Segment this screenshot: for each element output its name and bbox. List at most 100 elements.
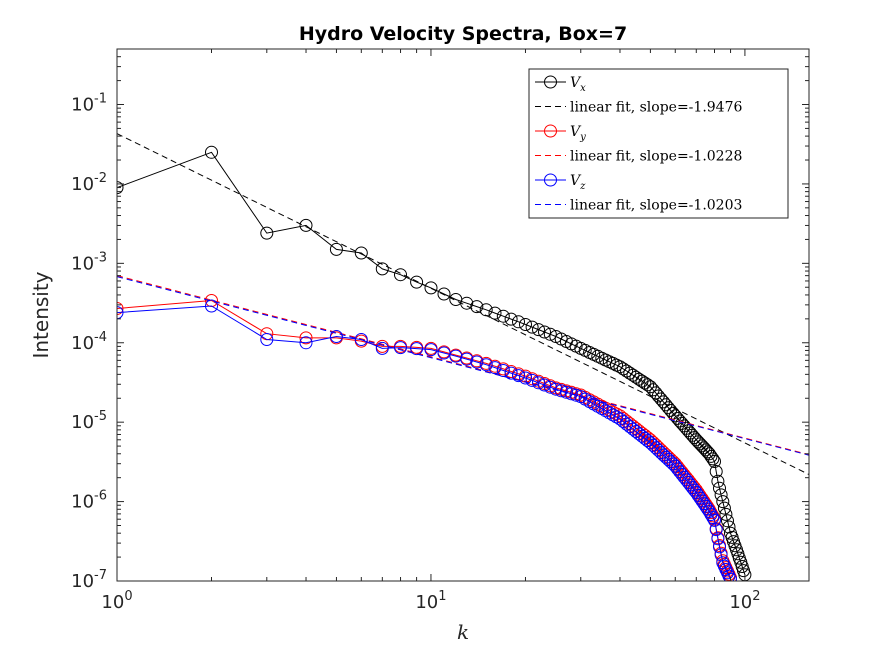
data-point xyxy=(654,446,668,460)
data-point xyxy=(708,513,721,527)
y-axis-label: Intensity xyxy=(29,271,53,358)
data-point xyxy=(599,404,613,418)
legend-label: linear fit, slope=-1.0228 xyxy=(570,149,742,165)
data-point xyxy=(616,415,630,428)
fit-line xyxy=(117,275,809,456)
data-point xyxy=(706,452,720,466)
y-tick-label: 10-6 xyxy=(71,489,107,513)
legend-entry: Vz xyxy=(535,173,586,192)
x-axis-label: k xyxy=(457,620,469,644)
data-point xyxy=(394,268,407,282)
data-point xyxy=(329,330,343,343)
data-point xyxy=(532,323,545,337)
data-point xyxy=(724,572,737,581)
data-point xyxy=(711,474,725,488)
data-point xyxy=(375,341,389,355)
data-point xyxy=(496,364,510,377)
data-point xyxy=(532,376,545,390)
data-point xyxy=(117,302,124,315)
data-point xyxy=(708,455,721,468)
data-point xyxy=(646,438,660,452)
data-point xyxy=(543,327,557,341)
data-point xyxy=(699,443,713,457)
data-point xyxy=(713,540,726,554)
data-point xyxy=(504,312,518,326)
data-point xyxy=(656,448,670,462)
legend-entry: linear fit, slope=-1.0228 xyxy=(535,149,742,165)
data-point xyxy=(410,275,424,289)
data-point xyxy=(643,436,657,450)
data-point xyxy=(260,226,274,240)
x-tick-label: 100 xyxy=(101,589,132,613)
y-tick-label: 10-5 xyxy=(71,409,107,433)
data-point xyxy=(716,495,730,509)
data-point xyxy=(659,450,673,464)
data-point xyxy=(437,287,451,301)
data-point xyxy=(512,315,525,329)
data-point xyxy=(496,309,510,323)
y-tick-label: 10-4 xyxy=(71,330,107,354)
legend-label: linear fit, slope=-1.9476 xyxy=(570,100,742,116)
data-point xyxy=(602,406,616,420)
data-point xyxy=(525,320,539,334)
data-point xyxy=(668,409,682,423)
data-point xyxy=(470,355,484,369)
x-tick-label: 101 xyxy=(415,589,446,613)
data-point xyxy=(651,443,665,457)
series-layer xyxy=(117,133,809,581)
data-point xyxy=(470,300,484,314)
data-point xyxy=(538,325,551,339)
legend-entry: Vy xyxy=(535,124,586,143)
data-point xyxy=(613,412,627,426)
data-point xyxy=(519,318,532,331)
data-point xyxy=(549,382,563,396)
data-point xyxy=(394,341,407,355)
data-point xyxy=(117,306,124,320)
data-point xyxy=(675,416,689,430)
data-point xyxy=(583,395,597,409)
legend-entry: linear fit, slope=-1.0203 xyxy=(535,198,742,214)
y-tick-label: 10-2 xyxy=(71,171,107,195)
data-point xyxy=(437,346,451,360)
y-tick-label: 10-3 xyxy=(71,250,107,274)
data-point xyxy=(488,306,502,320)
legend-label: linear fit, slope=-1.0203 xyxy=(570,198,742,214)
data-point xyxy=(649,441,663,455)
legend-marker xyxy=(544,173,557,187)
axes-box xyxy=(116,48,810,582)
data-point xyxy=(713,481,726,495)
data-point xyxy=(424,343,438,357)
data-point xyxy=(722,520,736,534)
legend-box xyxy=(528,68,789,219)
data-point xyxy=(205,299,218,313)
data-point xyxy=(606,408,620,422)
data-point xyxy=(717,501,731,515)
data-point xyxy=(616,362,630,376)
data-point xyxy=(673,414,687,428)
legend-marker xyxy=(544,124,557,138)
data-point xyxy=(554,384,568,398)
data-point xyxy=(525,373,539,387)
data-point xyxy=(595,402,609,415)
data-point xyxy=(504,366,518,380)
data-point xyxy=(564,387,578,401)
data-point xyxy=(709,523,723,537)
tick-layer: 100 101 102 10-7 10-6 10-5 10-4 10-3 10-2 10-1 xyxy=(71,48,809,613)
data-point xyxy=(354,246,368,260)
data-point xyxy=(479,358,493,372)
data-point xyxy=(205,145,218,159)
data-point xyxy=(354,333,368,346)
data-point xyxy=(559,385,573,399)
data-point xyxy=(661,453,675,466)
data-point xyxy=(117,181,124,195)
data-point xyxy=(711,532,725,546)
data-point xyxy=(488,361,502,375)
y-tick-label: 10-1 xyxy=(71,92,107,116)
fit-line xyxy=(117,133,809,475)
data-point xyxy=(610,410,623,424)
axes-layer xyxy=(116,48,810,582)
data-point xyxy=(719,507,733,521)
y-tick-label: 10-7 xyxy=(71,568,107,592)
data-point xyxy=(410,342,424,356)
legend-marker xyxy=(544,75,557,89)
